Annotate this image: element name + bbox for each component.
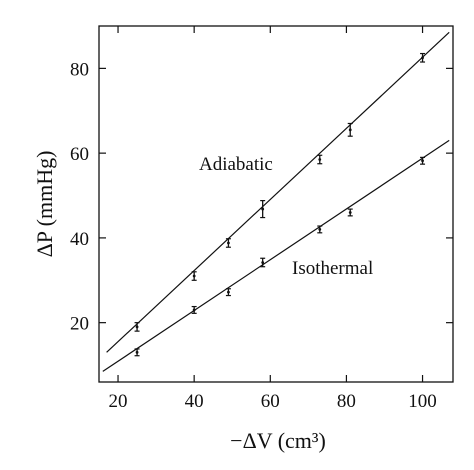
plot-frame [98,25,454,383]
isothermal-marker [421,159,424,163]
y-tick-label: 60 [70,144,89,165]
isothermal-marker [192,308,196,312]
adiabatic-marker [192,274,196,278]
isothermal-point [191,305,197,314]
adiabatic-point [317,154,323,165]
y-axis-title: ΔP (mmHg) [32,151,57,258]
x-tick-label: 60 [261,391,280,412]
isothermal-point [420,156,426,165]
data-points [134,52,426,357]
isothermal-fit-line [102,139,450,372]
isothermal-marker [135,350,139,354]
adiabatic-marker [261,207,265,211]
y-tick-label: 40 [70,229,89,250]
isothermal-point [317,225,323,234]
isothermal-point [225,288,231,297]
isothermal-point [347,208,353,217]
y-tick-label: 20 [70,314,89,335]
isothermal-marker [227,290,230,294]
adiabatic-point [260,200,266,219]
y-tick-label: 80 [70,59,89,80]
adiabatic-label: Adiabatic [199,154,273,175]
isothermal-point [134,348,140,357]
isothermal-label: Isothermal [292,258,373,279]
adiabatic-marker [421,56,424,60]
adiabatic-point [191,271,197,281]
isothermal-marker [261,261,265,264]
adiabatic-point [134,322,140,332]
isothermal-marker [318,228,322,231]
x-tick-label: 80 [337,391,356,412]
x-axis-title: −ΔV (cm³) [230,428,326,453]
fit-lines [102,31,450,372]
tick-labels: 20 40 60 80 100 20 40 60 80 [70,59,437,412]
adiabatic-point [225,238,231,248]
isothermal-point [260,257,266,268]
x-tick-label: 100 [408,391,437,412]
isothermal-marker [348,211,352,214]
axis-ticks [99,26,453,382]
adiabatic-fit-line [106,31,450,353]
x-tick-label: 40 [185,391,204,412]
adiabatic-marker [348,128,352,132]
x-tick-label: 20 [109,391,128,412]
adiabatic-point [420,52,426,63]
adiabatic-marker [135,325,139,329]
adiabatic-marker [318,158,322,161]
adiabatic-marker [227,241,230,245]
adiabatic-point [347,122,353,137]
